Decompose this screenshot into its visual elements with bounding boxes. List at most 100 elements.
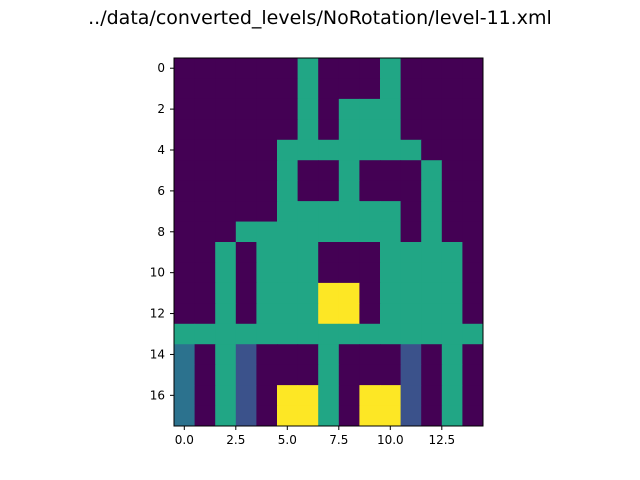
heatmap-cell (359, 385, 381, 407)
heatmap-cell (380, 262, 402, 284)
heatmap-cell (421, 98, 443, 120)
heatmap-cell (338, 405, 360, 427)
heatmap-cell (194, 98, 216, 120)
heatmap-cell (174, 221, 196, 243)
heatmap-cell (338, 98, 360, 120)
heatmap-cell (235, 160, 257, 182)
heatmap-cell (421, 262, 443, 284)
heatmap-cell (235, 405, 257, 427)
heatmap-cell (215, 323, 237, 345)
heatmap-cell (277, 98, 299, 120)
heatmap-cell (338, 180, 360, 202)
heatmap-cell (174, 119, 196, 141)
heatmap-cell (194, 385, 216, 407)
heatmap-cell (318, 385, 340, 407)
heatmap-cell (297, 98, 319, 120)
heatmap-cell (194, 78, 216, 100)
heatmap-cell (174, 303, 196, 325)
heatmap-cell (256, 303, 278, 325)
heatmap-cell (174, 385, 196, 407)
heatmap-cell (421, 221, 443, 243)
heatmap-cell (215, 119, 237, 141)
heatmap-cell (462, 385, 484, 407)
heatmap-cell (441, 323, 463, 345)
heatmap-cell (297, 78, 319, 100)
y-tick-label: 4 (157, 143, 165, 157)
heatmap-cell (421, 78, 443, 100)
heatmap-cell (338, 323, 360, 345)
heatmap-cell (338, 58, 360, 79)
heatmap-cell (215, 344, 237, 366)
heatmap-cell (235, 262, 257, 284)
heatmap-cell (277, 160, 299, 182)
y-axis: 0 2 4 6 8 10 12 14 16 (150, 61, 174, 402)
heatmap-cell (256, 201, 278, 223)
heatmap-cell (380, 303, 402, 325)
heatmap-cell (215, 78, 237, 100)
heatmap-cell (338, 78, 360, 100)
heatmap-cell (400, 119, 422, 141)
heatmap-cell (215, 242, 237, 263)
heatmap-cell (194, 364, 216, 386)
y-tick-label: 12 (150, 307, 165, 321)
heatmap-cell (441, 58, 463, 79)
heatmap-cell (256, 364, 278, 386)
heatmap-cell (235, 201, 257, 223)
heatmap-cell (380, 139, 402, 161)
heatmap-cell (235, 385, 257, 407)
heatmap-cell (400, 323, 422, 345)
heatmap-cell (297, 160, 319, 182)
heatmap-cell (441, 201, 463, 223)
heatmap-cell (297, 180, 319, 202)
heatmap-cell (380, 323, 402, 345)
heatmap-cell (297, 201, 319, 223)
heatmap-cell (338, 119, 360, 141)
heatmap-cell (235, 139, 257, 161)
x-tick-label: 5.0 (278, 433, 297, 447)
heatmap-cell (441, 98, 463, 120)
heatmap-cell (277, 201, 299, 223)
heatmap-cell (174, 98, 196, 120)
heatmap-cell (235, 364, 257, 386)
heatmap-cell (297, 139, 319, 161)
heatmap-cell (174, 160, 196, 182)
heatmap-cell (174, 262, 196, 284)
heatmap-cell (338, 364, 360, 386)
heatmap-cell (235, 119, 257, 141)
heatmap-cell (380, 242, 402, 263)
heatmap-cell (421, 344, 443, 366)
heatmap-cell (297, 58, 319, 79)
heatmap-cell (400, 78, 422, 100)
heatmap-cell (318, 282, 340, 304)
heatmap-cell (256, 262, 278, 284)
heatmap-cell (318, 139, 340, 161)
heatmap-cell (359, 282, 381, 304)
heatmap-cell (441, 385, 463, 407)
heatmap-cell (380, 98, 402, 120)
heatmap-cell (194, 405, 216, 427)
heatmap-cell (174, 201, 196, 223)
heatmap-cell (441, 344, 463, 366)
heatmap-cell (359, 303, 381, 325)
heatmap-cell (235, 180, 257, 202)
heatmap-cell (297, 364, 319, 386)
heatmap-cell (380, 58, 402, 79)
heatmap-cell (421, 139, 443, 161)
heatmap-cell (256, 78, 278, 100)
heatmap-cell (400, 139, 422, 161)
heatmap-cell (462, 221, 484, 243)
heatmap-cell (194, 344, 216, 366)
heatmap-cell (318, 405, 340, 427)
heatmap-cell (421, 385, 443, 407)
heatmap-cell (400, 405, 422, 427)
heatmap-cell (194, 180, 216, 202)
heatmap-cell (277, 344, 299, 366)
heatmap-cell (441, 364, 463, 386)
heatmap-cell (400, 242, 422, 263)
heatmap-cell (421, 119, 443, 141)
heatmap-cell (215, 58, 237, 79)
heatmap-cell (215, 364, 237, 386)
heatmap-cell (380, 344, 402, 366)
heatmap-cell (380, 160, 402, 182)
heatmap-cell (359, 242, 381, 263)
